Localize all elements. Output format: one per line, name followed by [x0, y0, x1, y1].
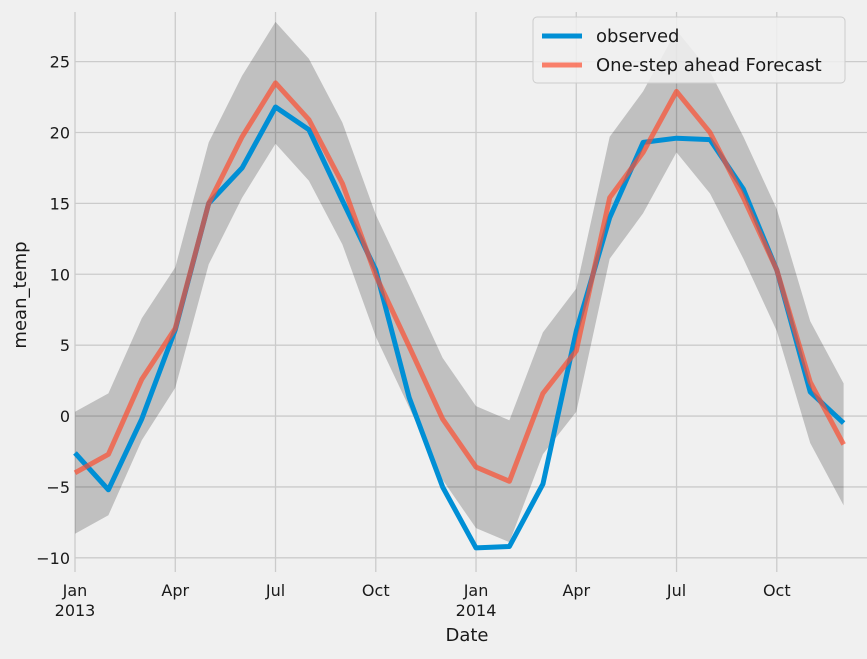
series-line-one-step-ahead-forecast	[73, 80, 846, 484]
data-point-one-step-ahead-forecast	[374, 274, 378, 278]
legend-label-observed: observed	[596, 26, 679, 47]
legend-box	[532, 16, 846, 84]
data-point-one-step-ahead-forecast	[106, 452, 110, 456]
y-tick-label: 0	[60, 407, 70, 426]
data-point-one-step-ahead-forecast	[808, 380, 812, 384]
data-point-observed	[507, 544, 511, 548]
data-point-observed	[273, 105, 277, 109]
data-point-one-step-ahead-forecast	[307, 118, 311, 122]
data-point-one-step-ahead-forecast	[507, 479, 511, 483]
y-tick-labels: −10 −5 0 5 10 15 20 25	[36, 53, 70, 568]
data-point-one-step-ahead-forecast	[273, 81, 277, 85]
data-point-one-step-ahead-forecast	[340, 181, 344, 185]
data-point-one-step-ahead-forecast	[474, 465, 478, 469]
x-tick-label: Jan	[463, 581, 489, 600]
series-layer	[73, 80, 846, 551]
data-point-observed	[808, 390, 812, 394]
data-point-observed	[73, 451, 77, 455]
data-point-observed	[140, 417, 144, 421]
x-tick-label: Apr	[161, 581, 189, 600]
y-axis-title: mean_temp	[10, 241, 31, 348]
confidence-interval-band	[75, 21, 844, 543]
y-tick-label: 10	[50, 265, 70, 284]
y-tick-label: 25	[50, 53, 70, 72]
data-point-one-step-ahead-forecast	[240, 135, 244, 139]
y-tick-label: −5	[46, 478, 70, 497]
x-tick-sublabel: 2014	[456, 601, 497, 620]
data-point-observed	[674, 136, 678, 140]
confidence-band-layer	[75, 21, 844, 543]
data-point-one-step-ahead-forecast	[775, 268, 779, 272]
data-point-observed	[641, 140, 645, 144]
data-point-one-step-ahead-forecast	[541, 391, 545, 395]
data-point-one-step-ahead-forecast	[207, 201, 211, 205]
data-point-one-step-ahead-forecast	[574, 349, 578, 353]
data-point-one-step-ahead-forecast	[841, 442, 845, 446]
x-tick-label: Jul	[265, 581, 285, 600]
data-point-one-step-ahead-forecast	[674, 89, 678, 93]
x-tick-label: Jan	[62, 581, 88, 600]
data-point-observed	[841, 421, 845, 425]
x-tick-label: Jul	[666, 581, 686, 600]
data-point-observed	[474, 546, 478, 550]
data-point-one-step-ahead-forecast	[73, 471, 77, 475]
x-tick-label: Oct	[362, 581, 390, 600]
data-point-observed	[307, 128, 311, 132]
x-tick-label: Oct	[763, 581, 791, 600]
y-tick-label: −10	[36, 549, 70, 568]
data-point-observed	[440, 485, 444, 489]
y-tick-label: 15	[50, 194, 70, 213]
data-point-observed	[541, 482, 545, 486]
data-point-one-step-ahead-forecast	[641, 150, 645, 154]
data-point-observed	[340, 198, 344, 202]
data-point-one-step-ahead-forecast	[708, 130, 712, 134]
legend-label-forecast: One-step ahead Forecast	[596, 55, 822, 76]
data-point-one-step-ahead-forecast	[407, 344, 411, 348]
x-axis-title: Date	[445, 625, 488, 646]
data-point-one-step-ahead-forecast	[741, 196, 745, 200]
x-tick-label: Apr	[562, 581, 590, 600]
y-tick-label: 20	[50, 124, 70, 143]
legend: observed One-step ahead Forecast	[532, 16, 846, 84]
data-point-observed	[106, 488, 110, 492]
data-point-one-step-ahead-forecast	[608, 196, 612, 200]
data-point-observed	[407, 395, 411, 399]
data-point-one-step-ahead-forecast	[173, 326, 177, 330]
x-tick-sublabel: 2013	[55, 601, 96, 620]
data-point-one-step-ahead-forecast	[140, 377, 144, 381]
y-tick-label: 5	[60, 336, 70, 355]
data-point-observed	[240, 166, 244, 170]
data-point-one-step-ahead-forecast	[440, 417, 444, 421]
